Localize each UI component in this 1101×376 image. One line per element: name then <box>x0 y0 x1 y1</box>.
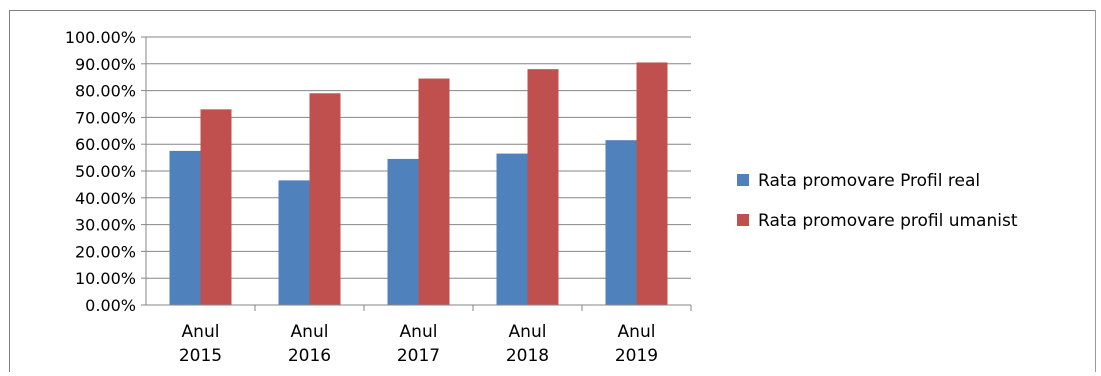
x-tick-label: 2019 <box>615 346 658 366</box>
legend-swatch <box>737 174 749 186</box>
legend: Rata promovare Profil real Rata promovare… <box>737 171 1018 231</box>
x-tick-label: 2018 <box>506 346 549 366</box>
bar-profil-umanist <box>527 69 559 305</box>
y-tick-label: 30.00% <box>75 216 136 235</box>
legend-label: Rata promovare Profil real <box>758 171 980 191</box>
bar-profil-umanist <box>309 93 341 305</box>
bar-profil-real <box>605 140 637 305</box>
x-tick-label: 2017 <box>397 346 440 366</box>
bar-profil-real <box>496 153 528 305</box>
y-tick-label: 80.00% <box>75 82 136 101</box>
y-axis-ticks: 0.00% 10.00% 20.00% 30.00% 40.00% 50.00% 60.00… <box>65 28 136 315</box>
y-tick-label: 100.00% <box>65 28 136 47</box>
x-tick-label: 2016 <box>288 346 331 366</box>
y-tick-label: 50.00% <box>75 162 136 181</box>
y-tick-label: 10.00% <box>75 269 136 288</box>
bar-profil-real <box>169 150 201 305</box>
x-tick-label: Anul <box>182 322 220 342</box>
x-tick-label: Anul <box>509 322 547 342</box>
x-tick-label: 2015 <box>179 346 222 366</box>
legend-label: Rata promovare profil umanist <box>758 211 1018 231</box>
bar-profil-umanist <box>418 78 450 305</box>
bar-profil-umanist <box>200 109 232 305</box>
x-axis-ticks: Anul 2015 Anul 2016 Anul 2017 Anul 2018 Anul 2019 <box>179 322 658 366</box>
axes <box>141 36 692 311</box>
y-tick-label: 60.00% <box>75 135 136 154</box>
y-tick-label: 70.00% <box>75 108 136 127</box>
x-tick-label: Anul <box>400 322 438 342</box>
bar-profil-umanist <box>636 62 668 306</box>
x-tick-label: Anul <box>291 322 329 342</box>
bar-profil-real <box>278 180 310 305</box>
bar-profil-real <box>387 158 419 305</box>
legend-swatch <box>737 214 749 226</box>
y-tick-label: 40.00% <box>75 189 136 208</box>
y-tick-label: 90.00% <box>75 55 136 74</box>
y-tick-label: 0.00% <box>85 296 136 315</box>
y-tick-label: 20.00% <box>75 242 136 261</box>
bars <box>169 62 668 306</box>
x-tick-label: Anul <box>618 322 656 342</box>
